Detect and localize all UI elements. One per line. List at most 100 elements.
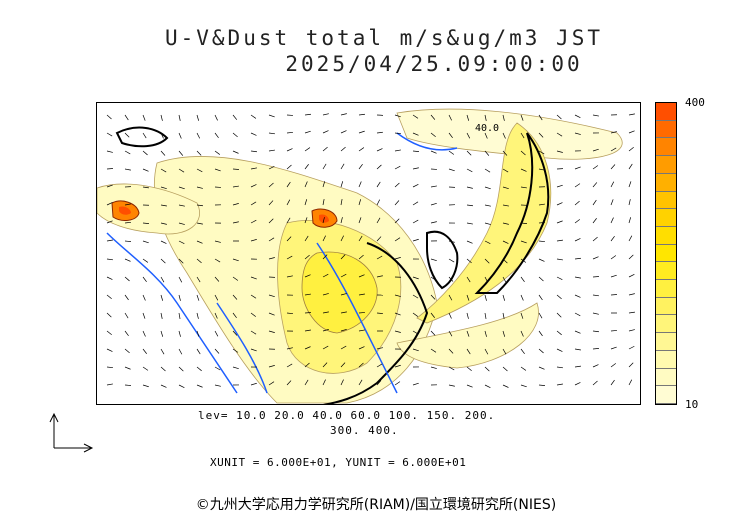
wind-vector [628,329,635,332]
wind-vector [124,258,131,262]
dust-area-southeast [396,302,539,369]
wind-vector [322,379,326,386]
wind-vector [628,181,632,188]
wind-vector [610,181,615,188]
wind-vector [502,114,505,121]
wind-vector [574,219,581,224]
wind-vector [628,199,631,206]
map-panel[interactable]: 40.0 [96,102,641,405]
wind-vector [520,222,528,225]
wind-vector [574,365,581,368]
wind-vector [286,199,291,206]
wind-vector [610,379,615,386]
wind-vector [250,330,257,335]
wind-vector [232,132,238,138]
wind-vector [304,199,308,206]
coastlines [115,126,550,404]
wind-vector [538,312,543,319]
wind-vector [250,239,257,242]
wind-vector [610,147,617,152]
wind-vector [124,168,131,171]
colorbar-segment [656,173,676,192]
vector-units: XUNIT = 6.000E+01, YUNIT = 6.000E+01 [210,456,467,469]
wind-vector [268,237,275,242]
wind-vector [538,132,544,138]
wind-vector [286,131,294,134]
wind-vector [160,258,166,264]
wind-vector [124,150,131,155]
wind-vector [484,240,491,245]
wind-vector [538,384,546,386]
wind-vector [322,163,327,170]
wind-vector [592,165,599,170]
wind-vector [322,181,326,188]
wind-vector [232,168,240,170]
wind-vector [592,182,598,188]
wind-vector [430,276,437,281]
wind-vector [196,384,203,388]
chart-title: U-V&Dust total m/s&ug/m3 JST [164,26,603,50]
wind-vector [592,218,597,224]
wind-vector [466,258,472,264]
wind-vector [610,294,618,296]
wind-vector [538,258,545,262]
wind-vector [124,114,129,121]
wind-vector [304,181,308,188]
wind-vector [376,131,383,134]
wind-vector [538,348,544,354]
wind-vector [466,294,470,301]
wind-vector [340,273,347,278]
wind-vector [466,366,472,372]
wind-vector [358,181,362,188]
wind-vector [160,330,164,337]
wind-vector [502,204,509,207]
colorbar-segment [656,350,676,369]
wind-vector [286,148,293,152]
wind-vector [214,312,218,319]
wind-vector [358,199,362,206]
wind-vector [124,240,132,242]
wind-vector [160,348,165,355]
wind-vector [520,276,525,283]
wind-vector [286,181,291,188]
wind-vector [304,346,311,350]
wind-vector [196,312,199,319]
wind-vector [448,258,455,263]
wind-vector [592,294,599,297]
wind-vector [340,181,344,188]
wind-vector [178,312,181,319]
wind-vector [160,222,167,225]
wind-vector [466,384,473,388]
wind-vector [340,379,344,386]
wind-vector [556,312,562,318]
wind-vector [142,294,146,301]
wind-vector [232,258,239,262]
wind-vector [574,200,580,206]
wind-vector [196,240,203,244]
wind-vector [574,132,581,135]
wind-vector [160,384,167,388]
wind-vector [466,240,473,244]
wind-vector [430,114,436,120]
wind-vector [304,274,311,278]
wind-vector [574,294,581,298]
wind-vector [340,163,345,170]
wind-vector [466,150,472,156]
wind-vector [556,184,563,188]
wind-vector [628,379,633,386]
wind-vector [466,204,473,207]
wind-vector [304,329,311,332]
wind-vector [322,329,329,332]
wind-vector [358,274,365,278]
wind-vector [610,274,617,278]
wind-vector [556,258,563,261]
wind-vector [250,348,257,352]
wind-vector [502,240,509,244]
wind-vector [574,382,581,386]
wind-vector [340,130,347,134]
wind-vector [466,186,473,189]
wind-vector [484,186,491,190]
wind-vector [358,113,365,116]
wind-vector [412,114,419,119]
wind-vector [214,276,220,282]
